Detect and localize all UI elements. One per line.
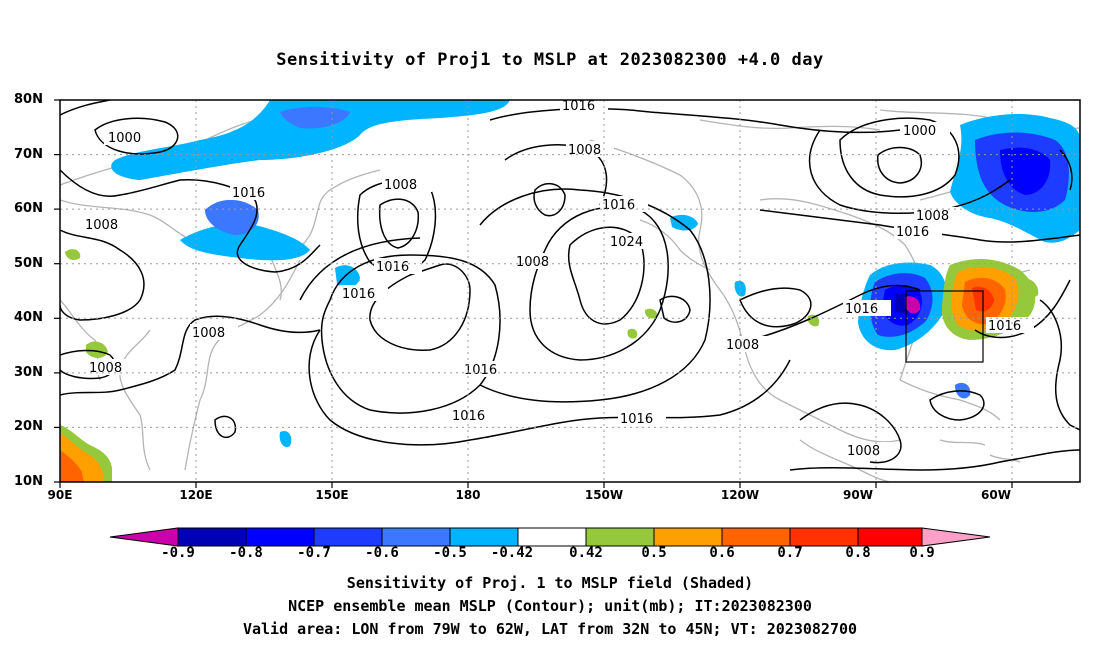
colorbar-label: -0.5 xyxy=(433,545,467,561)
svg-text:1000: 1000 xyxy=(108,131,141,146)
svg-text:1016: 1016 xyxy=(464,363,497,378)
lat-label: 30N xyxy=(14,365,43,380)
contour-label: 1008 xyxy=(724,336,772,353)
contour-label: 1016 xyxy=(894,223,942,240)
lon-label: 120E xyxy=(179,488,213,502)
colorbar-swatch xyxy=(653,527,723,547)
svg-text:1016: 1016 xyxy=(896,225,929,240)
contour-label: 1016 xyxy=(843,300,891,317)
lat-label: 10N xyxy=(14,474,43,489)
lat-label: 40N xyxy=(14,310,43,325)
colorbar-max-triangle xyxy=(921,527,991,547)
contour-label: 1016 xyxy=(230,184,276,201)
colorbar-label: 0.6 xyxy=(709,545,735,561)
contour-label: 1016 xyxy=(600,196,648,213)
contour-label: 1016 xyxy=(462,361,510,378)
svg-text:1008: 1008 xyxy=(192,326,225,341)
lon-label: 150E xyxy=(315,488,349,502)
contour-label: 1016 xyxy=(450,407,498,424)
lon-label: 90W xyxy=(843,488,873,502)
contour-label: 1008 xyxy=(566,141,614,158)
colorbar-swatch xyxy=(517,527,587,547)
colorbar-min-triangle xyxy=(109,527,179,547)
colorbar-label: -0.7 xyxy=(297,545,331,561)
colorbar-label: 0.8 xyxy=(845,545,871,561)
svg-text:1008: 1008 xyxy=(85,218,118,233)
svg-text:1016: 1016 xyxy=(376,260,409,275)
svg-text:1000: 1000 xyxy=(903,124,936,139)
colorbar-label: -0.42 xyxy=(490,545,534,561)
contour-label: 1024 xyxy=(608,233,656,250)
colorbar-swatch xyxy=(789,527,859,547)
colorbar xyxy=(109,527,991,547)
colorbar-label: -0.9 xyxy=(161,545,195,561)
lat-label: 20N xyxy=(14,419,43,434)
lon-label: 120W xyxy=(720,488,760,502)
contour-label: 1008 xyxy=(190,324,238,341)
valid-area-box xyxy=(905,290,984,363)
contour-label: 1016 xyxy=(340,285,388,302)
colorbar-label: -0.8 xyxy=(229,545,263,561)
lat-label: 50N xyxy=(14,256,43,271)
svg-text:1008: 1008 xyxy=(89,361,122,376)
lat-label: 80N xyxy=(14,92,43,107)
colorbar-label: 0.42 xyxy=(569,545,603,561)
colorbar-label: 0.7 xyxy=(777,545,803,561)
colorbar-label: 0.9 xyxy=(909,545,935,561)
lon-label: 90E xyxy=(47,488,73,502)
lon-label: 150W xyxy=(584,488,624,502)
colorbar-swatch xyxy=(245,527,315,547)
contour-label: 1016 xyxy=(374,258,422,275)
svg-text:1016: 1016 xyxy=(602,198,635,213)
svg-text:1008: 1008 xyxy=(568,143,601,158)
contour-label: 1008 xyxy=(382,176,432,193)
colorbar-swatch xyxy=(721,527,791,547)
mslp-contours xyxy=(60,100,1080,471)
lat-label: 60N xyxy=(14,201,43,216)
contour-labels: 1000 1016 1008 1016 1008 1008 1016 1008 … xyxy=(84,99,1034,459)
contour-label: 1000 xyxy=(104,129,154,146)
colorbar-swatch xyxy=(177,527,247,547)
svg-text:1008: 1008 xyxy=(384,178,417,193)
svg-text:1008: 1008 xyxy=(847,444,880,459)
footer-line-1: Sensitivity of Proj. 1 to MSLP field (Sh… xyxy=(346,574,754,592)
svg-text:1016: 1016 xyxy=(988,319,1021,334)
colorbar-swatch xyxy=(313,527,383,547)
contour-label: 1008 xyxy=(88,359,134,376)
contour-label: 1000 xyxy=(900,122,950,139)
colorbar-swatch xyxy=(449,527,519,547)
svg-text:1016: 1016 xyxy=(342,287,375,302)
colorbar-swatch xyxy=(857,527,923,547)
contour-label: 1016 xyxy=(560,99,608,114)
contour-label: 1008 xyxy=(514,253,562,270)
contour-label: 1008 xyxy=(914,207,962,224)
colorbar-swatch xyxy=(381,527,451,547)
svg-text:1008: 1008 xyxy=(916,209,949,224)
lon-label: 60W xyxy=(981,488,1011,502)
svg-text:1008: 1008 xyxy=(516,255,549,270)
tick-marks xyxy=(54,99,1013,488)
svg-text:1008: 1008 xyxy=(726,338,759,353)
colorbar-label: -0.6 xyxy=(365,545,399,561)
lat-lon-grid xyxy=(60,100,1080,482)
svg-text:1016: 1016 xyxy=(562,99,595,114)
footer-line-2: NCEP ensemble mean MSLP (Contour); unit(… xyxy=(288,597,812,615)
lon-label: 180 xyxy=(455,488,481,502)
contour-label: 1008 xyxy=(84,216,130,233)
svg-text:1024: 1024 xyxy=(610,235,643,250)
svg-text:1016: 1016 xyxy=(232,186,265,201)
lat-label: 70N xyxy=(14,147,43,162)
contour-label: 1008 xyxy=(845,442,893,459)
colorbar-label: 0.5 xyxy=(641,545,667,561)
svg-text:1016: 1016 xyxy=(620,412,653,427)
svg-text:1016: 1016 xyxy=(845,302,878,317)
plot-frame xyxy=(59,99,1081,483)
footer-line-3: Valid area: LON from 79W to 62W, LAT fro… xyxy=(242,620,858,638)
svg-text:1016: 1016 xyxy=(452,409,485,424)
colorbar-swatch xyxy=(585,527,655,547)
map-title: Sensitivity of Proj1 to MSLP at 20230823… xyxy=(276,50,824,70)
contour-label: 1016 xyxy=(618,410,666,427)
contour-label: 1016 xyxy=(986,317,1034,334)
